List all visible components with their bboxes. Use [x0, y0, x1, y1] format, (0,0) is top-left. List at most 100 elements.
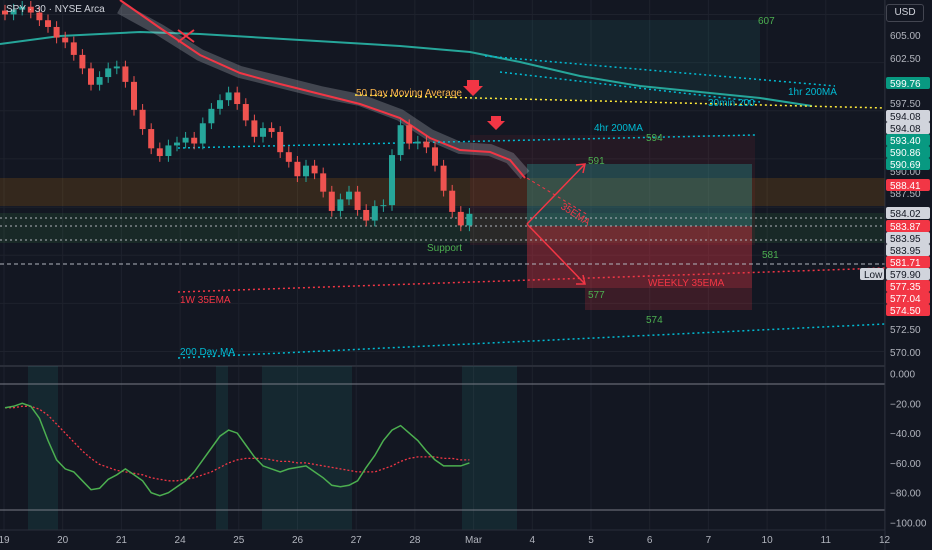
price-badge-label: 581.71 — [890, 258, 921, 269]
level-591-label: 591 — [588, 156, 605, 167]
osc-tick-label: −100.00 — [890, 519, 927, 530]
time-tick-label: 21 — [116, 535, 128, 546]
price-badge-label: 583.95 — [890, 234, 921, 245]
candle-body — [457, 211, 464, 226]
price-badge-label: 594.08 — [890, 124, 921, 135]
price-tick-label: 572.50 — [890, 325, 921, 336]
price-badge-label: 588.41 — [890, 181, 921, 192]
level-574-label: 574 — [646, 315, 663, 326]
candle-body — [165, 145, 172, 157]
price-badge — [886, 207, 930, 219]
price-tick-label: 570.00 — [890, 348, 921, 359]
candle-body — [225, 92, 232, 101]
price-tick-label: 587.50 — [890, 189, 921, 200]
upper-target-zone — [470, 20, 760, 100]
candle-body — [36, 12, 43, 21]
candle-body — [174, 142, 180, 146]
symbol-header[interactable]: SPY · 30 · NYSE Arca — [6, 4, 105, 15]
price-badge-label: 574.50 — [890, 306, 921, 317]
price-badge-label: 577.35 — [890, 282, 921, 293]
candle-body — [2, 10, 8, 15]
moving-average-lines — [0, 0, 886, 359]
time-axis: 19 20 21 24 25 26 27 28 Mar 4 5 6 7 10 11 12 — [0, 535, 890, 546]
price-badge-label: 577.04 — [890, 294, 921, 305]
price-badge — [886, 292, 930, 304]
arrow-down-head — [576, 274, 586, 285]
price-tick-label: 590.00 — [890, 167, 921, 178]
time-tick-label: 27 — [351, 535, 363, 546]
ma200-1h-label: 1hr 200MA — [788, 87, 837, 98]
osc-tick-label: −80.00 — [890, 489, 921, 500]
price-badge — [886, 146, 930, 158]
currency-button[interactable]: USD — [886, 4, 924, 22]
price-axis: 605.00602.50597.50590.00587.50581.50575.… — [860, 31, 930, 530]
time-tick-label: 24 — [175, 535, 187, 546]
time-tick-label: 5 — [588, 535, 594, 546]
price-badge-label: 584.02 — [890, 209, 921, 220]
candle-body — [27, 6, 34, 13]
candle-body — [303, 165, 309, 177]
candle-body — [406, 125, 413, 144]
candle-body — [346, 191, 352, 200]
candle-body — [371, 206, 378, 221]
candle-body — [397, 125, 404, 156]
candle-body — [182, 137, 189, 143]
time-tick-label: Mar — [465, 535, 483, 546]
price-badge-label: 590.86 — [890, 148, 921, 159]
osc-shading — [262, 366, 352, 530]
level-594-label: 594 — [646, 133, 663, 144]
ema-line — [119, 0, 526, 179]
osc-tick-label: −60.00 — [890, 459, 921, 470]
candlestick-series — [2, 0, 473, 232]
ema35-1w-label: 1W 35EMA — [180, 295, 231, 306]
price-badge-label: 583.95 — [890, 246, 921, 257]
osc-tick-label: −40.00 — [890, 429, 921, 440]
candle-body — [311, 165, 318, 174]
sell-signal-arrow — [487, 116, 505, 130]
candle-body — [199, 123, 206, 144]
candle-body — [191, 137, 198, 144]
ma200-4h-label: 4hr 200MA — [594, 123, 643, 134]
candle-body — [449, 190, 456, 212]
candle-body — [363, 209, 370, 221]
level-581-label: 581 — [762, 250, 779, 261]
candle-body — [414, 141, 421, 144]
osc-fast-line — [4, 402, 470, 497]
arrow-up-head — [575, 163, 586, 174]
candle-body — [354, 191, 361, 210]
candle-body — [96, 77, 103, 85]
candle-body — [79, 54, 86, 69]
level-577-label: 577 — [588, 290, 605, 301]
sell-signal-arrow — [463, 80, 483, 96]
osc-shading — [216, 366, 228, 530]
ma50-label: 50 Day Moving Average — [356, 88, 462, 99]
price-badge — [886, 122, 930, 134]
candle-body — [53, 26, 60, 38]
price-tick-label: 605.00 — [890, 31, 921, 42]
candle-body — [294, 161, 301, 177]
price-badge-label: 590.69 — [890, 160, 921, 171]
candle-body — [466, 213, 473, 226]
ma200-day-label: 200 Day MA — [180, 347, 235, 358]
candle-body — [285, 152, 292, 162]
time-tick-label: 28 — [409, 535, 421, 546]
candle-body — [277, 131, 284, 153]
time-tick-label: 6 — [647, 535, 653, 546]
price-badge — [886, 232, 930, 244]
candle-body — [88, 68, 94, 85]
time-tick-label: 25 — [233, 535, 245, 546]
candle-body — [122, 66, 129, 82]
candle-body — [208, 108, 215, 124]
price-tick-label: 602.50 — [890, 54, 921, 65]
candle-body — [251, 120, 258, 137]
candle-body — [328, 191, 335, 211]
time-tick-label: 7 — [706, 535, 712, 546]
projection-arrow-up — [526, 163, 586, 225]
support-zone — [0, 213, 885, 243]
support-label: Support — [427, 243, 462, 254]
ma200-4h-line — [177, 134, 756, 149]
price-badge — [886, 77, 930, 89]
ma200-1h-line — [484, 55, 836, 87]
